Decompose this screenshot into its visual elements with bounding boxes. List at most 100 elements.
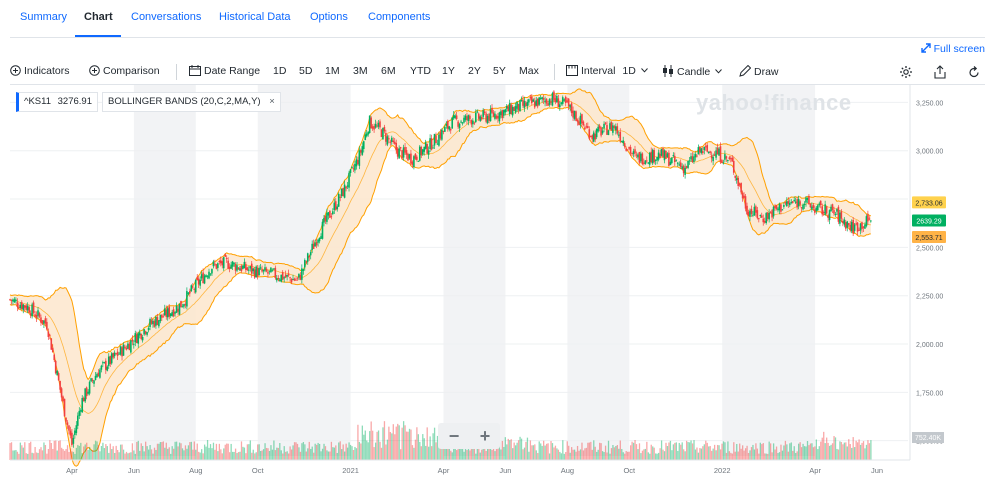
close-icon[interactable]: × — [269, 96, 275, 107]
candle-body — [827, 215, 829, 218]
date-range-button[interactable]: Date Range — [189, 65, 260, 77]
candle-body — [702, 151, 704, 154]
volume-bar — [352, 450, 355, 460]
volume-bar — [795, 452, 797, 460]
volume-bar — [454, 443, 456, 460]
range-5d[interactable]: 5D — [299, 65, 313, 77]
volume-bar — [12, 450, 14, 460]
volume-bar — [137, 440, 139, 460]
candle-body — [441, 129, 443, 140]
range-1d[interactable]: 1D — [273, 65, 287, 77]
volume-bar — [133, 450, 135, 460]
volume-bar — [140, 443, 142, 460]
tab-historical-data[interactable]: Historical Data — [219, 11, 291, 23]
range-6m[interactable]: 6M — [381, 65, 396, 77]
tab-options[interactable]: Options — [310, 11, 348, 23]
comparison-button[interactable]: Comparison — [89, 65, 160, 77]
volume-bar — [681, 442, 683, 460]
candle-body — [853, 224, 856, 231]
candle-body — [37, 310, 39, 316]
range-1y[interactable]: 1Y — [442, 65, 455, 77]
volume-bar — [380, 447, 383, 460]
tab-conversations[interactable]: Conversations — [131, 11, 202, 23]
volume-bar — [153, 447, 156, 460]
volume-bar — [708, 446, 710, 460]
tab-summary[interactable]: Summary — [20, 11, 68, 23]
volume-bar — [460, 445, 462, 460]
candle-body — [327, 212, 330, 216]
chart-type-dropdown[interactable]: Candle — [662, 65, 725, 78]
indicators-button[interactable]: Indicators — [10, 65, 70, 77]
candle-body — [688, 160, 691, 162]
symbol-legend[interactable]: ^KS11 3276.91 — [16, 92, 98, 112]
candle-body — [576, 120, 579, 122]
candle-body — [373, 126, 375, 130]
range-3m[interactable]: 3M — [353, 65, 368, 77]
volume-bar — [615, 446, 617, 460]
volume-bar — [355, 448, 358, 460]
volume-bar — [277, 447, 279, 460]
volume-bar — [400, 449, 402, 460]
candle-body — [622, 140, 625, 144]
volume-bar — [205, 446, 207, 460]
volume-bar — [800, 447, 803, 460]
volume-bar — [594, 446, 596, 460]
tab-chart[interactable]: Chart — [84, 11, 113, 23]
draw-button[interactable]: Draw — [739, 64, 779, 78]
reset-icon[interactable] — [967, 65, 981, 79]
candle-body — [200, 274, 203, 279]
x-tick-label: Apr — [438, 466, 450, 475]
candle-body — [463, 117, 465, 123]
candle-body — [544, 100, 546, 103]
settings-gear-icon[interactable] — [899, 65, 913, 79]
candle-body — [531, 96, 533, 104]
volume-bar — [792, 450, 794, 460]
candle-body — [575, 111, 577, 121]
candle-body — [174, 312, 176, 314]
candle-body — [525, 102, 527, 107]
candle-body — [122, 344, 125, 356]
volume-bar — [770, 443, 772, 460]
candle-body — [374, 123, 377, 128]
candle-body — [678, 164, 681, 166]
shaded-period — [567, 85, 630, 456]
volume-bar — [711, 450, 713, 460]
range-max[interactable]: Max — [519, 65, 539, 77]
candle-body — [333, 202, 336, 210]
range-ytd[interactable]: YTD — [410, 65, 431, 77]
volume-bar — [657, 452, 660, 460]
candle-body — [581, 114, 583, 124]
candle-body — [843, 219, 846, 225]
share-icon[interactable] — [933, 65, 947, 79]
volume-bar — [545, 443, 548, 460]
candle-body — [510, 104, 512, 115]
volume-bar — [740, 448, 742, 460]
range-5y[interactable]: 5Y — [493, 65, 506, 77]
candle-body — [414, 153, 417, 159]
volume-bar — [450, 450, 452, 460]
indicator-legend[interactable]: BOLLINGER BANDS (20,C,2,MA,Y) × — [102, 92, 281, 112]
tab-components[interactable]: Components — [368, 11, 431, 23]
candle-body — [88, 381, 91, 394]
range-2y[interactable]: 2Y — [468, 65, 481, 77]
volume-bar — [678, 442, 680, 460]
volume-bar — [156, 443, 159, 460]
volume-bar — [498, 442, 501, 460]
volume-bar — [174, 441, 176, 460]
range-1m[interactable]: 1M — [325, 65, 340, 77]
volume-bar — [787, 451, 789, 460]
volume-bar — [240, 441, 243, 460]
fullscreen-button[interactable]: Full screen — [920, 43, 985, 55]
active-tab-indicator — [75, 35, 121, 38]
candle-body — [177, 308, 179, 312]
candle-body — [749, 210, 751, 217]
candle-body — [840, 211, 843, 219]
interval-dropdown[interactable]: Interval 1D — [566, 65, 651, 77]
zoom-in-button[interactable]: + — [479, 426, 491, 446]
volume-bar — [310, 448, 312, 460]
volume-bar — [93, 444, 95, 460]
candle-body — [51, 347, 54, 353]
zoom-out-button[interactable]: − — [448, 426, 460, 446]
volume-bar — [245, 453, 247, 460]
price-chart[interactable]: 3,250.003,000.002,750.002,500.002,250.00… — [0, 85, 995, 483]
